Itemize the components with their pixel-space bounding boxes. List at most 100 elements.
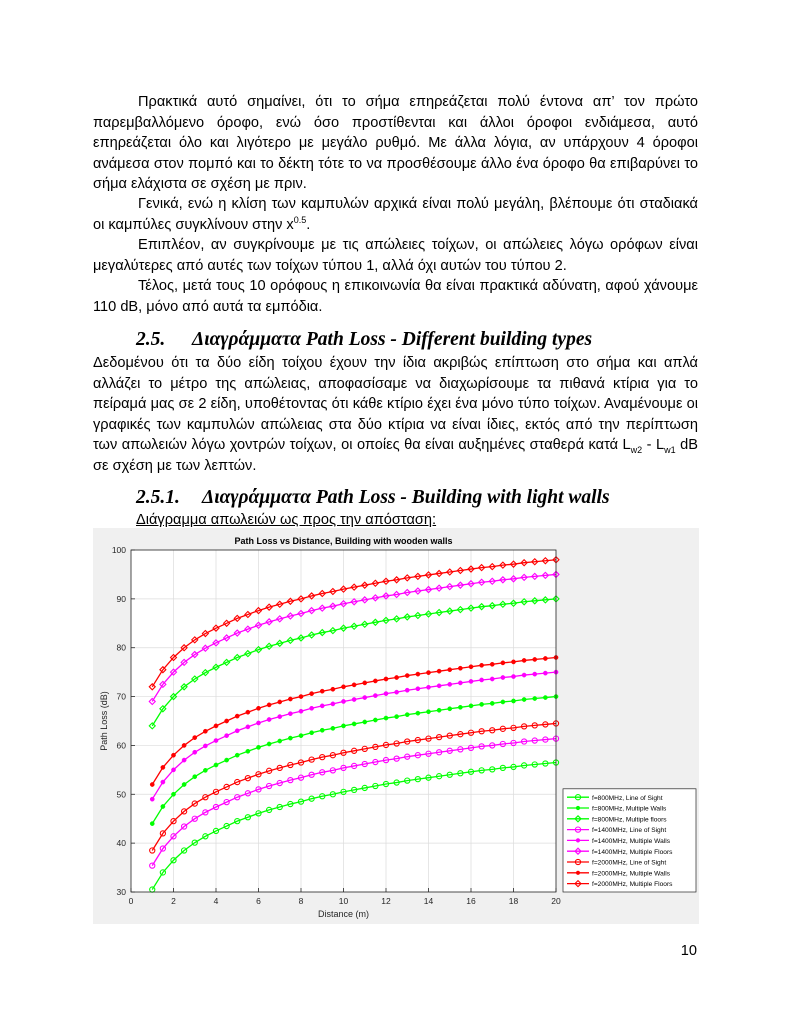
data-point	[245, 724, 251, 730]
data-point	[445, 582, 454, 591]
data-point	[457, 731, 464, 738]
data-point	[350, 747, 358, 754]
data-point	[414, 736, 422, 744]
data-point	[288, 711, 293, 717]
data-point	[458, 680, 463, 686]
data-point	[275, 639, 284, 648]
data-point	[255, 810, 262, 817]
data-point	[531, 722, 538, 729]
data-point	[309, 730, 314, 736]
data-point	[404, 753, 411, 760]
data-point	[202, 794, 209, 801]
section-title: Διαγράμματα Path Loss - Building with li…	[202, 487, 610, 508]
data-point	[297, 798, 305, 805]
data-point	[425, 735, 432, 742]
data-point	[500, 699, 506, 705]
data-point	[414, 752, 422, 759]
data-point	[478, 728, 485, 735]
data-point	[309, 705, 314, 711]
x-tick-label: 8	[299, 896, 304, 906]
data-point	[382, 616, 390, 625]
series-line	[151, 598, 557, 727]
data-point	[244, 649, 252, 658]
data-point	[340, 788, 347, 795]
series-line	[151, 559, 557, 688]
x-tick-label: 2	[171, 896, 176, 906]
data-point	[372, 782, 379, 790]
data-point	[265, 642, 273, 651]
data-point	[458, 665, 463, 671]
data-point	[307, 592, 316, 600]
legend-label: f=1400MHz, Multiple Floors	[592, 849, 673, 856]
data-point	[424, 585, 433, 594]
data-point	[521, 672, 527, 678]
data-point	[339, 599, 348, 608]
paragraph-floor-attenuation: Πρακτικά αυτό σημαίνει, ότι το σήμα επηρ…	[93, 92, 698, 195]
data-point	[180, 808, 188, 815]
data-point	[160, 765, 166, 770]
paragraph-curve-slope: Γενικά, ενώ η κλίση των καμπυλών αρχικά …	[93, 194, 698, 235]
data-point	[467, 604, 475, 612]
data-point	[532, 657, 538, 662]
data-point	[383, 715, 389, 721]
section-number: 2.5.1.	[136, 487, 180, 508]
data-point	[530, 597, 539, 605]
data-point	[468, 664, 474, 670]
paragraph-text: Γενικά, ενώ η κλίση των καμπυλών αρχικά …	[93, 196, 698, 233]
data-point	[478, 767, 485, 774]
legend-marker	[574, 794, 582, 801]
data-point	[287, 761, 294, 769]
data-point	[456, 605, 465, 614]
data-point	[488, 577, 497, 586]
data-point	[393, 755, 400, 762]
data-point	[233, 653, 242, 662]
data-point	[520, 558, 528, 567]
data-point	[436, 707, 442, 713]
data-point	[383, 691, 389, 696]
data-point	[446, 747, 453, 754]
data-point	[159, 869, 167, 876]
data-point	[340, 749, 347, 756]
data-point	[425, 774, 432, 781]
legend-label: f=1400MHz, Line of Sight	[592, 827, 666, 834]
data-point	[297, 774, 305, 781]
data-point	[222, 619, 231, 628]
data-point	[244, 625, 252, 633]
series-line	[151, 761, 557, 890]
data-point	[415, 671, 421, 677]
data-point	[511, 674, 516, 679]
data-point	[159, 830, 167, 837]
data-point	[435, 569, 443, 578]
legend-marker	[575, 870, 581, 875]
data-point	[202, 833, 209, 840]
data-point	[404, 712, 410, 717]
data-point	[362, 680, 368, 686]
series-5	[148, 570, 560, 706]
data-point	[287, 776, 294, 784]
series-line	[151, 573, 557, 702]
data-point	[159, 680, 167, 689]
data-point	[531, 761, 538, 768]
data-point	[445, 568, 454, 576]
data-point	[277, 699, 283, 705]
data-point	[477, 578, 486, 587]
data-point	[350, 598, 358, 606]
data-point	[341, 699, 346, 704]
path-loss-chart-figure: 0 2 4 6 8 10 12 14 16 18 20 30 40 50 60 70 80 90 100 Path L…	[93, 528, 699, 924]
data-point	[265, 806, 273, 814]
paragraph-text: Πρακτικά αυτό σημαίνει, ότι το σήμα επηρ…	[93, 94, 698, 192]
data-point	[297, 595, 305, 603]
data-point	[373, 717, 378, 723]
data-point	[255, 771, 262, 778]
data-point	[222, 634, 231, 642]
data-point	[394, 689, 399, 695]
data-point	[329, 587, 337, 596]
data-point	[318, 604, 327, 612]
data-point	[382, 577, 390, 586]
data-point	[203, 728, 208, 734]
data-point	[351, 697, 357, 702]
data-point	[477, 602, 486, 611]
data-point	[256, 705, 261, 711]
data-point	[277, 738, 283, 744]
data-point	[159, 665, 167, 674]
